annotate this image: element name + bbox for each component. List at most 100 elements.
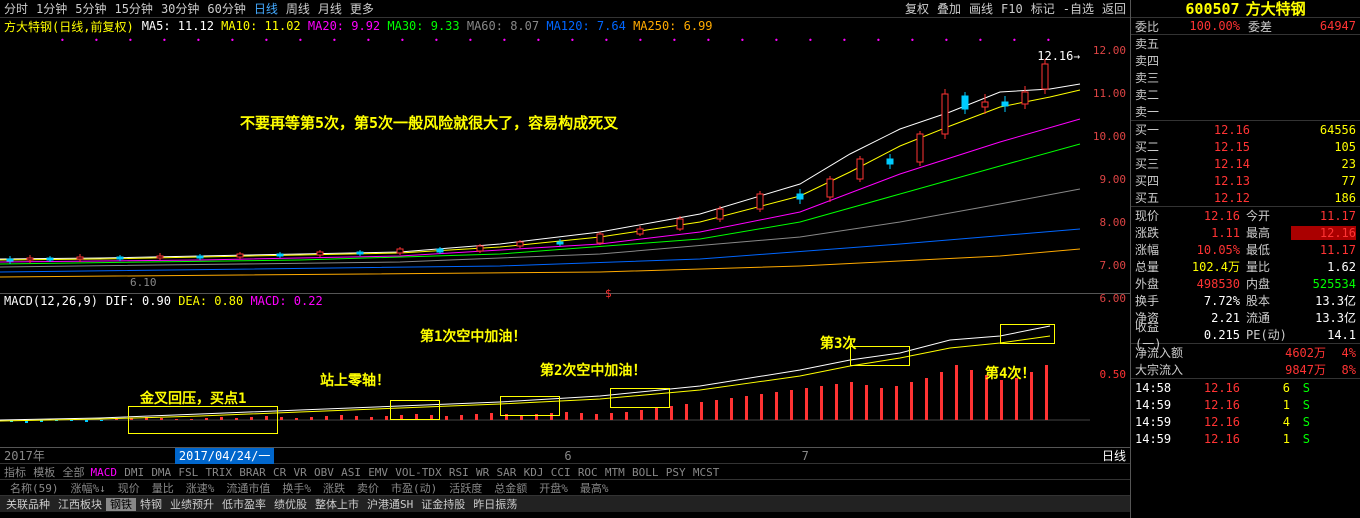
indicator-VR[interactable]: VR — [293, 466, 306, 479]
ma-legend-bar: 方大特钢(日线,前复权) MA5: 11.12 MA10: 11.02 MA20… — [0, 18, 1130, 34]
ask-row: 卖二 — [1131, 86, 1360, 103]
tick-row: 14:5812.166S — [1131, 379, 1360, 396]
timeframe-8[interactable]: 月线 — [318, 2, 342, 16]
column-header[interactable]: 市盈(动) — [385, 482, 443, 495]
column-header-bar: 名称(59)涨幅%↓现价量比涨速%流通市值换手%涨跌卖价市盈(动)活跃度总金额开… — [0, 480, 1130, 496]
column-header[interactable]: 最高% — [574, 482, 615, 495]
indicator-DMI[interactable]: DMI — [124, 466, 144, 479]
macd-legend-bar: MACD(12,26,9) DIF: 0.90 DEA: 0.80 MACD: … — [0, 294, 1130, 308]
macd-highlight-box — [610, 388, 670, 408]
column-header[interactable]: 卖价 — [351, 482, 385, 495]
column-header[interactable]: 换手% — [276, 482, 317, 495]
timeframe-1[interactable]: 1分钟 — [36, 2, 67, 16]
ind-tab[interactable]: 全部 — [62, 466, 84, 479]
top-right-5[interactable]: -自选 — [1063, 2, 1094, 16]
quote-row: 收益(一)0.215PE(动)14.1 — [1131, 326, 1360, 343]
year-label: 2017年 — [4, 447, 45, 464]
column-header[interactable]: 总金额 — [488, 482, 533, 495]
indicator-MCST[interactable]: MCST — [693, 466, 720, 479]
bid-row: 买四12.1377 — [1131, 172, 1360, 189]
indicator-KDJ[interactable]: KDJ — [524, 466, 544, 479]
timeframe-0[interactable]: 分时 — [4, 2, 28, 16]
bottom-tab-0[interactable]: 关联品种 — [2, 498, 54, 511]
timeframe-4[interactable]: 30分钟 — [161, 2, 199, 16]
top-right-3[interactable]: F10 — [1001, 2, 1023, 16]
bottom-tab-7[interactable]: 整体上市 — [311, 498, 363, 511]
bottom-tab-10[interactable]: 昨日振荡 — [469, 498, 521, 511]
indicator-VOL-TDX[interactable]: VOL-TDX — [395, 466, 441, 479]
macd-y-axis: 0.50 — [1090, 308, 1130, 447]
top-right-1[interactable]: 叠加 — [937, 2, 961, 16]
indicator-bar: 指标 模板 全部 MACD DMI DMA FSL TRIX BRAR CR V… — [0, 464, 1130, 480]
main-annotation: 不要再等第5次，第5次一般风险就很大了，容易构成死叉 — [240, 112, 618, 133]
macd-highlight-box — [390, 400, 440, 420]
indicator-SAR[interactable]: SAR — [496, 466, 516, 479]
column-header[interactable]: 涨幅%↓ — [65, 482, 112, 495]
low-price-label: 6.10 — [130, 276, 157, 289]
top-right-6[interactable]: 返回 — [1102, 2, 1126, 16]
bid-row: 买五12.12186 — [1131, 189, 1360, 206]
macd-highlight-box — [500, 396, 560, 416]
quote-panel: 600507 方大特钢 委比 100.00% 委差 64947 卖五卖四卖三卖二… — [1130, 0, 1360, 518]
column-header[interactable]: 现价 — [112, 482, 146, 495]
indicator-CR[interactable]: CR — [273, 466, 286, 479]
bottom-tab-8[interactable]: 沪港通SH — [363, 498, 417, 511]
column-header[interactable]: 量比 — [146, 482, 180, 495]
stock-code: 600507 — [1185, 0, 1239, 18]
macd-annotation: 第1次空中加油！ — [420, 326, 526, 346]
macd-chart[interactable]: 金叉回压，买点1站上零轴！第1次空中加油！第2次空中加油！第3次第4次！ 0.5… — [0, 308, 1130, 448]
ind-tab[interactable]: 模板 — [33, 466, 55, 479]
date-bar: 2017年 2017/04/24/一 6 7 日线 — [0, 448, 1130, 464]
indicator-TRIX[interactable]: TRIX — [206, 466, 233, 479]
bottom-tab-2[interactable]: 钢铁 — [106, 498, 136, 511]
price-y-axis: 12.0011.0010.009.008.007.006.00 — [1090, 34, 1130, 293]
timeframe-2[interactable]: 5分钟 — [75, 2, 106, 16]
indicator-PSY[interactable]: PSY — [666, 466, 686, 479]
price-chart[interactable]: 不要再等第5次，第5次一般风险就很大了，容易构成死叉 6.10 $ 12.16→… — [0, 34, 1130, 294]
top-right-0[interactable]: 复权 — [905, 2, 929, 16]
flow-row: 净流入额4602万4% — [1131, 344, 1360, 361]
indicator-WR[interactable]: WR — [476, 466, 489, 479]
bid-row: 买三12.1423 — [1131, 155, 1360, 172]
indicator-CCI[interactable]: CCI — [551, 466, 571, 479]
column-header[interactable]: 开盘% — [533, 482, 574, 495]
macd-annotation: 第4次！ — [985, 363, 1035, 383]
indicator-FSL[interactable]: FSL — [178, 466, 198, 479]
indicator-ASI[interactable]: ASI — [341, 466, 361, 479]
indicator-OBV[interactable]: OBV — [314, 466, 334, 479]
column-header[interactable]: 涨跌 — [317, 482, 351, 495]
indicator-RSI[interactable]: RSI — [449, 466, 469, 479]
indicator-EMV[interactable]: EMV — [368, 466, 388, 479]
stock-label: 方大特钢(日线,前复权) — [4, 18, 134, 35]
column-header[interactable]: 涨速% — [180, 482, 221, 495]
bottom-tab-4[interactable]: 业绩预升 — [166, 498, 218, 511]
stock-header[interactable]: 600507 方大特钢 — [1131, 0, 1360, 18]
stock-name: 方大特钢 — [1246, 0, 1306, 19]
ind-tab[interactable]: 指标 — [4, 466, 26, 479]
indicator-BRAR[interactable]: BRAR — [239, 466, 266, 479]
bottom-tab-5[interactable]: 低市盈率 — [218, 498, 270, 511]
timeframe-6[interactable]: 日线 — [254, 2, 278, 16]
indicator-DMA[interactable]: DMA — [151, 466, 171, 479]
bottom-tab-1[interactable]: 江西板块 — [54, 498, 106, 511]
indicator-MACD[interactable]: MACD — [90, 466, 117, 479]
quote-row: 涨幅10.05%最低11.17 — [1131, 241, 1360, 258]
bottom-tab-bar: 关联品种江西板块钢铁特钢业绩预升低市盈率绩优股整体上市沪港通SH证金持股昨日振荡 — [0, 496, 1130, 512]
column-header[interactable]: 流通市值 — [220, 482, 276, 495]
day-label: 日线 — [1102, 447, 1126, 464]
top-right-2[interactable]: 画线 — [969, 2, 993, 16]
column-header[interactable]: 活跃度 — [443, 482, 488, 495]
timeframe-9[interactable]: 更多 — [350, 2, 374, 16]
indicator-BOLL[interactable]: BOLL — [632, 466, 659, 479]
timeframe-7[interactable]: 周线 — [286, 2, 310, 16]
column-header[interactable]: 名称(59) — [4, 482, 65, 495]
top-right-4[interactable]: 标记 — [1031, 2, 1055, 16]
ask-row: 卖四 — [1131, 52, 1360, 69]
bottom-tab-9[interactable]: 证金持股 — [417, 498, 469, 511]
timeframe-5[interactable]: 60分钟 — [207, 2, 245, 16]
indicator-ROC[interactable]: ROC — [578, 466, 598, 479]
timeframe-3[interactable]: 15分钟 — [114, 2, 152, 16]
bottom-tab-6[interactable]: 绩优股 — [270, 498, 311, 511]
bottom-tab-3[interactable]: 特钢 — [136, 498, 166, 511]
indicator-MTM[interactable]: MTM — [605, 466, 625, 479]
